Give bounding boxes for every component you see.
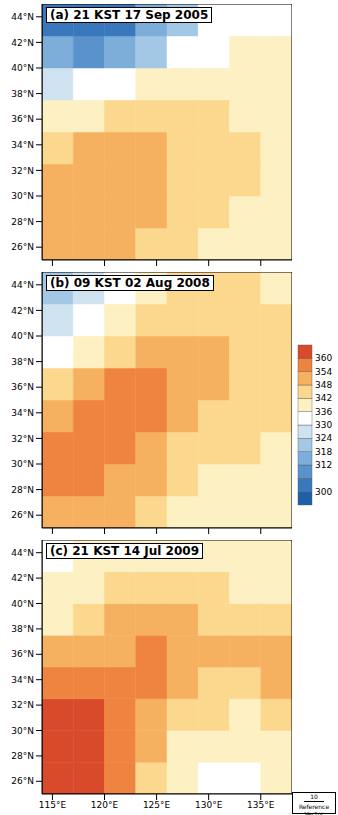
svg-text:26°N: 26°N [11,510,34,520]
svg-text:42°N: 42°N [11,306,34,316]
svg-text:26°N: 26°N [11,776,34,786]
svg-text:135°E: 135°E [247,800,275,810]
svg-text:42°N: 42°N [11,38,34,48]
svg-text:300: 300 [315,487,330,497]
svg-text:40°N: 40°N [11,599,34,609]
svg-text:32°N: 32°N [11,166,34,176]
svg-text:348: 348 [315,380,330,390]
svg-text:330: 330 [315,420,330,430]
html-text:(a) 21 KST 17 Sep 2005: (a) 21 KST 17 Sep 2005 [50,8,209,22]
svg-text:44°N: 44°N [11,548,34,558]
svg-text:30°N: 30°N [11,726,34,736]
svg-text:38°N: 38°N [11,624,34,634]
svg-text:360: 360 [315,353,330,363]
svg-text:28°N: 28°N [11,751,34,761]
svg-text:30°N: 30°N [11,191,34,201]
svg-text:120°E: 120°E [91,800,119,810]
html-text:(b) 09 KST 02 Aug 2008: (b) 09 KST 02 Aug 2008 [50,276,210,290]
svg-text:44°N: 44°N [11,280,34,290]
svg-text:324: 324 [315,433,330,443]
svg-text:336: 336 [315,407,330,417]
svg-text:354: 354 [315,367,330,377]
svg-text:40°N: 40°N [11,63,34,73]
svg-text:38°N: 38°N [11,89,34,99]
html-text:(c) 21 KST 14 Jul 2009: (c) 21 KST 14 Jul 2009 [50,544,199,558]
svg-text:115°E: 115°E [39,800,67,810]
svg-text:42°N: 42°N [11,573,34,583]
svg-text:36°N: 36°N [11,382,34,392]
svg-text:26°N: 26°N [11,242,34,252]
svg-text:28°N: 28°N [11,217,34,227]
svg-text:312: 312 [315,460,330,470]
svg-text:38°N: 38°N [11,357,34,367]
svg-text:34°N: 34°N [11,140,34,150]
svg-text:342: 342 [315,393,330,403]
svg-text:130°E: 130°E [195,800,223,810]
svg-text:34°N: 34°N [11,675,34,685]
svg-text:30°N: 30°N [11,459,34,469]
svg-text:318: 318 [315,447,330,457]
svg-text:28°N: 28°N [11,485,34,495]
svg-text:32°N: 32°N [11,434,34,444]
svg-text:44°N: 44°N [11,12,34,22]
html-text:10: 10 [310,793,318,800]
svg-text:34°N: 34°N [11,408,34,418]
svg-text:125°E: 125°E [143,800,171,810]
svg-text:40°N: 40°N [11,331,34,341]
svg-text:32°N: 32°N [11,700,34,710]
svg-text:36°N: 36°N [11,649,34,659]
svg-text:36°N: 36°N [11,114,34,124]
